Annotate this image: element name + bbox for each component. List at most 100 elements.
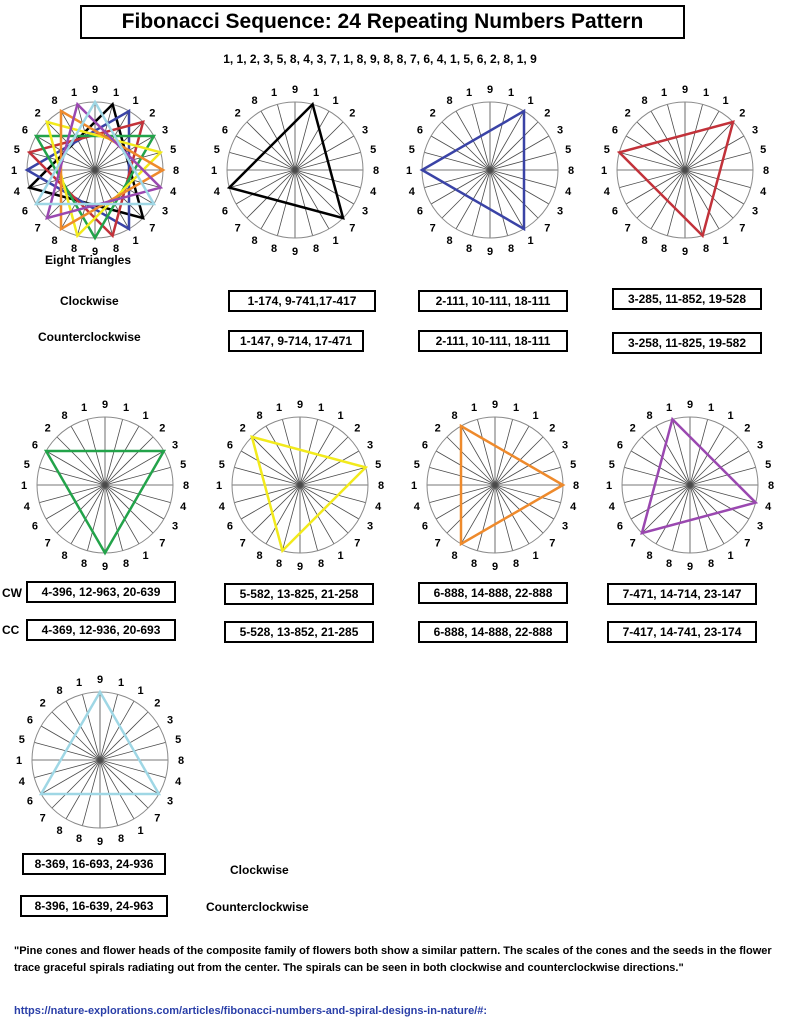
wheel-spoke	[51, 759, 101, 809]
wheel-spoke	[684, 169, 720, 230]
wheel-digit: 1	[411, 480, 417, 492]
page-title: Fibonacci Sequence: 24 Repeating Numbers…	[80, 5, 685, 39]
wheel-digit: 9	[487, 246, 493, 258]
wheel-digit: 8	[568, 165, 574, 177]
wheel-digit: 7	[739, 222, 745, 234]
wheel-digit: 3	[752, 206, 758, 218]
wheel-spoke	[99, 700, 135, 761]
wheel-digit: 8	[646, 410, 652, 422]
triangle-4	[43, 449, 167, 556]
wheel-digit: 6	[227, 440, 233, 452]
wheel-spoke	[684, 110, 720, 171]
wheel-digit: 4	[175, 776, 182, 788]
wheel-digit: 9	[102, 399, 108, 411]
wheel-digit: 6	[22, 206, 28, 218]
wheel-digit: 8	[573, 480, 579, 492]
wheel-spoke	[104, 484, 123, 551]
wheel-digit: 8	[51, 95, 57, 107]
wheel-spoke	[294, 104, 313, 171]
wheel-digit: 9	[292, 246, 298, 258]
wheel-digit: 5	[760, 144, 766, 156]
triangle-6-cw-box: 6-888, 14-888, 22-888	[418, 582, 568, 604]
wheel-spoke	[299, 436, 349, 486]
wheel-digit: 8	[646, 550, 652, 562]
wheel-digit: 6	[417, 125, 423, 137]
wheel-digit: 7	[159, 537, 165, 549]
wheel-spoke	[435, 484, 496, 520]
wheel-spoke	[34, 759, 101, 778]
wheel-digit: 1	[71, 87, 77, 99]
wheel-spoke	[655, 484, 691, 545]
wheel-digit: 2	[354, 423, 360, 435]
wheel-digit: 1	[142, 550, 148, 562]
wheel-digit: 6	[222, 206, 228, 218]
wheel-digit: 6	[617, 440, 623, 452]
wheel-digit: 1	[661, 87, 667, 99]
wheel-spoke	[689, 484, 750, 520]
wheel-spoke	[294, 110, 330, 171]
wheel-digit: 7	[630, 537, 636, 549]
wheel-digit: 3	[172, 440, 178, 452]
wheel-spoke	[430, 169, 491, 205]
wheel-spoke	[489, 169, 539, 219]
wheel-digit: 5	[219, 459, 225, 471]
wheel-digit: 3	[562, 521, 568, 533]
wheel-digit: 8	[373, 165, 379, 177]
wheel-spoke	[619, 169, 686, 188]
wheel-spoke	[625, 135, 686, 171]
wheel-digit: 1	[211, 165, 217, 177]
wheel-digit: 1	[11, 165, 17, 177]
wheel-digit: 9	[297, 561, 303, 573]
wheel-digit: 7	[430, 222, 436, 234]
wheel-spoke	[234, 467, 301, 486]
wheel-spoke	[684, 169, 703, 236]
wheel-digit: 1	[508, 87, 514, 99]
wheel-digit: 2	[630, 423, 636, 435]
wheel-digit: 8	[276, 558, 282, 570]
wheel-digit: 8	[641, 95, 647, 107]
wheel-spoke	[689, 484, 739, 534]
wheel-spoke	[294, 169, 361, 188]
wheel-digit: 1	[16, 755, 22, 767]
wheel-digit: 8	[123, 558, 129, 570]
triangle-2-ccw-box: 2-111, 10-111, 18-111	[418, 330, 568, 352]
wheel-spoke	[689, 484, 756, 503]
wheel-spoke	[641, 484, 691, 534]
wheel-digit: 1	[337, 550, 343, 562]
wheel-digit: 3	[562, 440, 568, 452]
wheel-spoke	[40, 759, 101, 795]
wheel-digit: 4	[414, 501, 421, 513]
wheel-digit: 8	[271, 243, 277, 255]
wheel-digit: 1	[722, 95, 728, 107]
wheel-spoke	[294, 169, 330, 230]
wheel-digit: 3	[362, 206, 368, 218]
wheel-digit: 4	[219, 501, 226, 513]
wheel-spoke	[494, 484, 555, 520]
triangle-2	[419, 108, 526, 232]
wheel-digit: 1	[727, 410, 733, 422]
triangle-8	[38, 689, 162, 796]
wheel-digit: 2	[45, 423, 51, 435]
wheel-spoke	[65, 759, 101, 820]
wheel-digit: 9	[687, 561, 693, 573]
wheel-digit: 7	[45, 537, 51, 549]
triangle-7	[640, 416, 759, 535]
wheel-digit: 1	[21, 480, 27, 492]
wheel-spoke	[424, 152, 491, 171]
wheel-digit: 8	[76, 833, 82, 845]
wheel-digit: 9	[292, 84, 298, 96]
wheel-spoke	[56, 436, 106, 486]
wheel-spoke	[87, 484, 106, 551]
wheel-digit: 1	[532, 410, 538, 422]
wheel-digit: 7	[549, 537, 555, 549]
triangle-7-cw-box: 7-471, 14-714, 23-147	[607, 583, 757, 605]
wheel-digit: 7	[240, 537, 246, 549]
wheel-spoke	[424, 169, 491, 188]
wheel-digit: 1	[471, 402, 477, 414]
source-link[interactable]: https://nature-explorations.com/articles…	[14, 1005, 488, 1017]
wheel-digit: 8	[508, 243, 514, 255]
wheel-digit: 9	[492, 399, 498, 411]
